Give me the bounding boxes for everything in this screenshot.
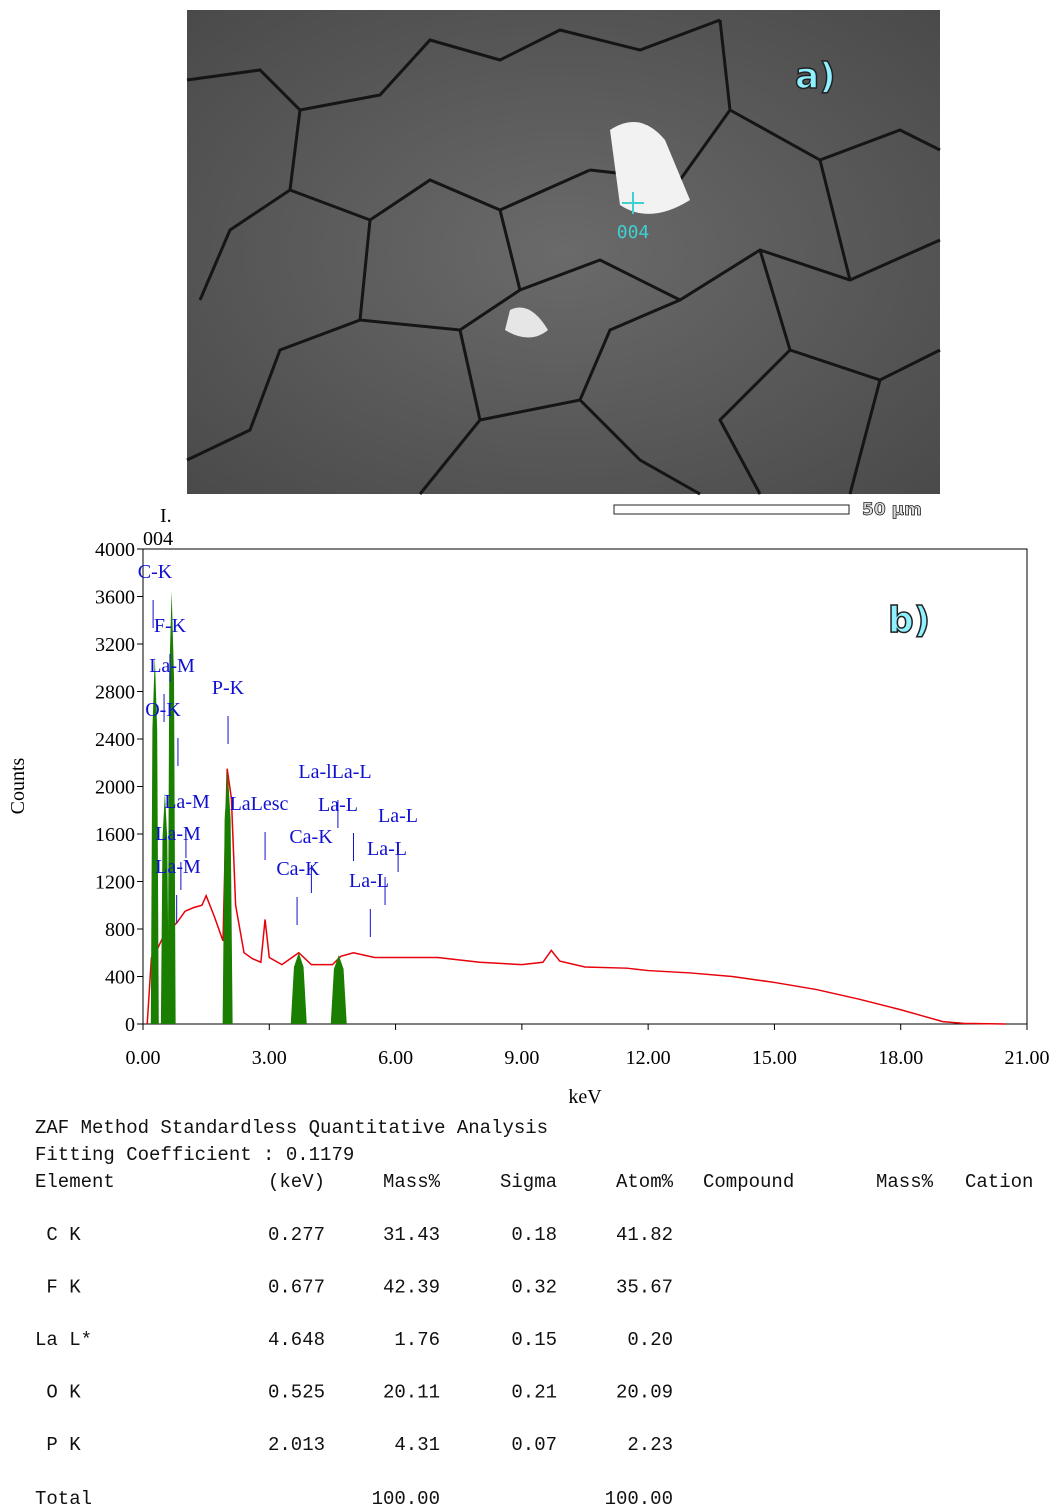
peak-label: Ca-K (289, 826, 333, 848)
table-cell: 0.32 (511, 1277, 557, 1299)
x-tick-label: 21.00 (1005, 1047, 1050, 1069)
scale-label: 50 µm (862, 500, 922, 520)
table-cell: 0.277 (268, 1224, 325, 1246)
x-tick-label: 18.00 (878, 1047, 923, 1069)
y-tick-label: 400 (105, 967, 135, 989)
table-cell: 0.21 (511, 1382, 557, 1404)
y-axis-label: Counts (7, 757, 29, 814)
table-cell: 4.31 (394, 1434, 440, 1456)
x-tick-label: 3.00 (252, 1047, 287, 1069)
table-subtitle: Fitting Coefficient : 0.1179 (35, 1144, 354, 1166)
x-tick-label: 12.00 (626, 1047, 671, 1069)
y-tick-label: 3200 (95, 634, 135, 656)
sem-image: a) 004 50 µm (186, 10, 941, 520)
table-total: 100.00 (605, 1488, 673, 1510)
spectrum-line (146, 768, 1006, 1025)
y-tick-label: 800 (105, 919, 135, 941)
peak-label: C-K (138, 561, 173, 583)
table-header: Mass% (876, 1171, 934, 1193)
table-header: Element (35, 1171, 115, 1193)
peak-label: La-L (378, 805, 418, 827)
table-cell: F K (35, 1277, 81, 1299)
x-tick-label: 6.00 (378, 1047, 413, 1069)
table-cell: 41.82 (616, 1224, 673, 1246)
fitted-peak (222, 768, 233, 1024)
table-cell: 1.76 (394, 1329, 440, 1351)
y-tick-label: 3600 (95, 587, 135, 609)
y-tick-label: 2800 (95, 682, 135, 704)
table-header: Mass% (383, 1171, 441, 1193)
table-cell: 0.07 (511, 1434, 557, 1456)
table-header: Atom% (616, 1171, 674, 1193)
table-cell: 20.11 (383, 1382, 440, 1404)
fitted-peak (290, 952, 307, 1024)
table-cell: 0.677 (268, 1277, 325, 1299)
fitted-peak (150, 655, 159, 1024)
peak-label: La-M (155, 823, 201, 845)
table-cell: 0.18 (511, 1224, 557, 1246)
table-header: Sigma (500, 1171, 557, 1193)
peak-label: La-lLa-L (298, 761, 371, 783)
panel-label: a) (795, 56, 836, 97)
peak-label: La-L (367, 838, 407, 860)
table-cell: 0.15 (511, 1329, 557, 1351)
peak-label: F-K (154, 615, 187, 637)
y-tick-label: 1200 (95, 872, 135, 894)
point-label: 004 (617, 222, 650, 243)
y-tick-label: 1600 (95, 824, 135, 846)
table-cell: 31.43 (383, 1224, 440, 1246)
x-tick-label: 9.00 (504, 1047, 539, 1069)
table-cell: 0.525 (268, 1382, 325, 1404)
x-tick-label: 0.00 (126, 1047, 161, 1069)
table-cell: C K (35, 1224, 81, 1246)
y-tick-label: 0 (125, 1014, 135, 1036)
peak-label: Ca-K (276, 858, 320, 880)
fitted-peak (167, 590, 176, 1024)
table-cell: 42.39 (383, 1277, 440, 1299)
y-tick-label: 4000 (95, 539, 135, 561)
panel-label: b) (888, 600, 930, 641)
table-header: (keV) (268, 1171, 325, 1193)
table-cell: La L* (35, 1329, 92, 1351)
peak-label: La-L (349, 870, 389, 892)
chart-title: I. (160, 505, 172, 527)
table-cell: 2.013 (268, 1434, 325, 1456)
peak-label: La-M (164, 791, 210, 813)
x-axis-label: keV (568, 1086, 602, 1108)
table-header: Compound (703, 1171, 794, 1193)
fitted-peak (330, 955, 347, 1024)
table-title: ZAF Method Standardless Quantitative Ana… (35, 1117, 548, 1139)
y-tick-label: 2400 (95, 729, 135, 751)
fitted-peak (160, 792, 169, 1024)
peak-label: P-K (212, 677, 245, 699)
table-total: 100.00 (372, 1488, 440, 1510)
peak-label: La-L (318, 794, 358, 816)
y-tick-label: 2000 (95, 777, 135, 799)
x-tick-label: 15.00 (752, 1047, 797, 1069)
table-cell: 4.648 (268, 1329, 325, 1351)
table-cell: 35.67 (616, 1277, 673, 1299)
table-cell: P K (35, 1434, 81, 1456)
peak-label: La-M (149, 655, 195, 677)
table-total: Total (35, 1488, 92, 1510)
table-header: Cation (965, 1171, 1033, 1193)
table-cell: 20.09 (616, 1382, 673, 1404)
table-cell: O K (35, 1382, 81, 1404)
peak-label: O-K (145, 699, 181, 721)
table-cell: 2.23 (627, 1434, 673, 1456)
chart-subtitle: 004 (143, 528, 173, 550)
table-cell: 0.20 (627, 1329, 673, 1351)
peak-label: La-M (155, 856, 201, 878)
peak-label: LaLesc (230, 793, 289, 815)
